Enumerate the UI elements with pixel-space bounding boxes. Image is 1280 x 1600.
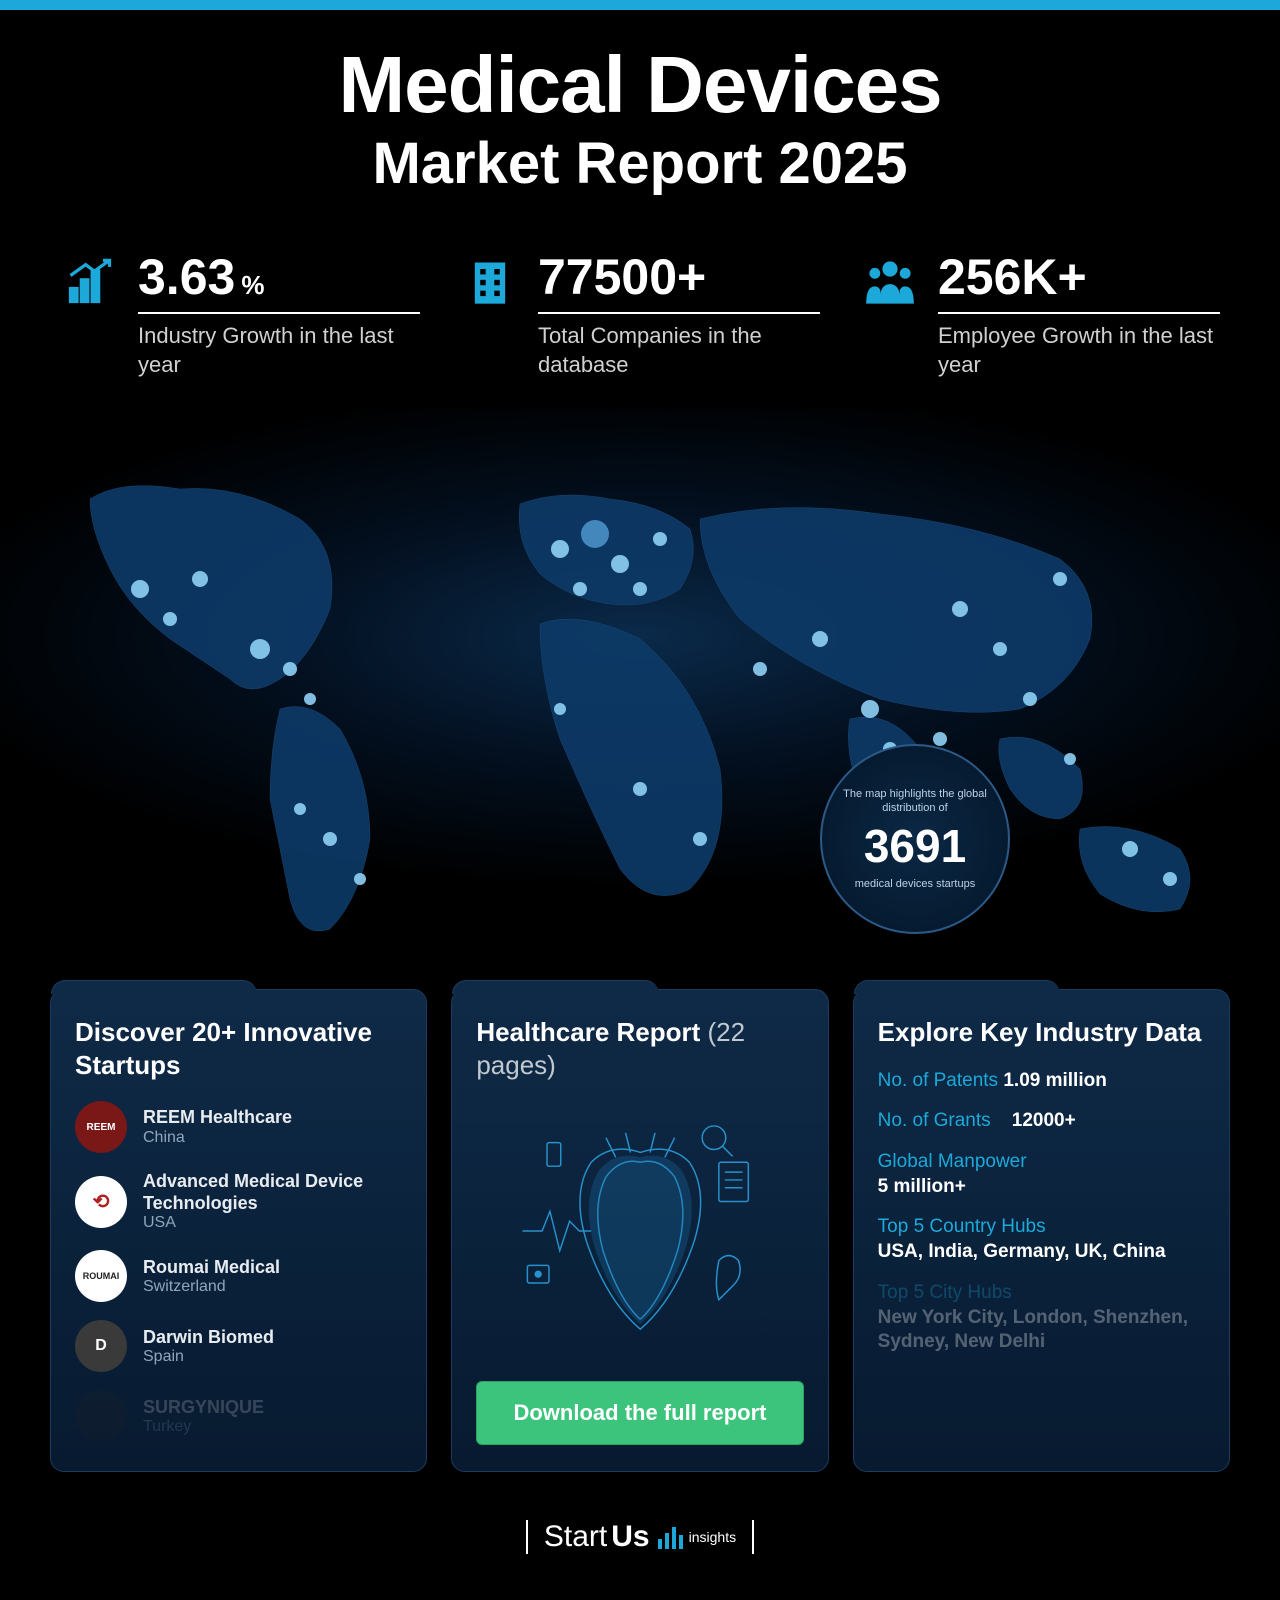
stat-total-companies: 77500+ Total Companies in the database	[460, 252, 820, 379]
data-row: No. of Patents 1.09 million	[878, 1069, 1205, 1094]
badge-top-text: The map highlights the global distributi…	[837, 787, 993, 816]
heart-illustration-icon	[476, 1101, 803, 1361]
report-title-bold: Healthcare Report	[476, 1017, 700, 1047]
data-value: 1.09 million	[1003, 1070, 1106, 1091]
startup-list: REEM REEM Healthcare China ⟲ Advanced Me…	[75, 1101, 402, 1442]
startup-location: USA	[143, 1214, 402, 1232]
data-row: Top 5 City Hubs New York City, London, S…	[878, 1281, 1205, 1355]
startup-logo-icon: ROUMAI	[75, 1250, 127, 1302]
card-title: Explore Key Industry Data	[878, 1016, 1205, 1049]
stat-label: Industry Growth in the last year	[138, 322, 420, 379]
data-value: 5 million+	[878, 1175, 1205, 1200]
brand-part2: Us	[611, 1520, 649, 1554]
startup-name: Advanced Medical Device Technologies	[143, 1171, 402, 1214]
world-map: The map highlights the global distributi…	[0, 409, 1280, 979]
cards-row: Discover 20+ Innovative Startups REEM RE…	[0, 979, 1280, 1502]
startup-location: Switzerland	[143, 1278, 402, 1296]
stat-unit: %	[241, 272, 264, 298]
stat-label: Employee Growth in the last year	[938, 322, 1220, 379]
map-count-badge: The map highlights the global distributi…	[820, 744, 1010, 934]
startup-name: SURGYNIQUE	[143, 1397, 402, 1419]
card-startups: Discover 20+ Innovative Startups REEM RE…	[50, 989, 427, 1472]
startup-location: China	[143, 1129, 402, 1147]
accent-top-bar	[0, 0, 1280, 10]
startup-item[interactable]: REEM REEM Healthcare China	[75, 1101, 402, 1153]
brand-logo: StartUs insights	[526, 1520, 754, 1554]
data-label: No. of Grants	[878, 1110, 991, 1131]
card-industry-data: Explore Key Industry Data No. of Patents…	[853, 989, 1230, 1472]
startup-item[interactable]: D Darwin Biomed Spain	[75, 1320, 402, 1372]
startup-item[interactable]: ⟲ Advanced Medical Device Technologies U…	[75, 1171, 402, 1232]
startup-item[interactable]: ROUMAI Roumai Medical Switzerland	[75, 1250, 402, 1302]
startup-name: REEM Healthcare	[143, 1107, 402, 1129]
startup-name: Darwin Biomed	[143, 1327, 402, 1349]
stat-employee-growth: 256K+ Employee Growth in the last year	[860, 252, 1220, 379]
startup-item[interactable]: SURGYNIQUE Turkey	[75, 1390, 402, 1442]
card-report: Healthcare Report (22 pages)	[451, 989, 828, 1472]
stat-value: 77500+	[538, 252, 706, 302]
data-value: New York City, London, Shenzhen, Sydney,…	[878, 1306, 1205, 1355]
stat-value: 256K+	[938, 252, 1087, 302]
startup-location: Spain	[143, 1348, 402, 1366]
people-icon	[860, 252, 920, 312]
startup-location: Turkey	[143, 1418, 402, 1436]
data-value: USA, India, Germany, UK, China	[878, 1240, 1205, 1265]
brand-part1: Start	[544, 1520, 607, 1554]
chart-up-icon	[60, 252, 120, 312]
stat-value: 3.63	[138, 252, 235, 302]
page-title: Medical Devices	[0, 45, 1280, 125]
data-label: No. of Patents	[878, 1070, 998, 1091]
data-value: 12000+	[1012, 1110, 1076, 1131]
card-title: Discover 20+ Innovative Startups	[75, 1016, 402, 1081]
stats-row: 3.63 % Industry Growth in the last year …	[0, 232, 1280, 409]
download-report-button[interactable]: Download the full report	[476, 1381, 803, 1445]
data-row: Top 5 Country Hubs USA, India, Germany, …	[878, 1215, 1205, 1264]
data-row: Global Manpower 5 million+	[878, 1150, 1205, 1199]
stat-label: Total Companies in the database	[538, 322, 820, 379]
startup-logo-icon: ⟲	[75, 1176, 127, 1228]
badge-number: 3691	[864, 819, 966, 873]
startup-logo-icon	[75, 1390, 127, 1442]
industry-data-list: No. of Patents 1.09 million No. of Grant…	[878, 1069, 1205, 1355]
data-label: Global Manpower	[878, 1150, 1205, 1175]
data-label: Top 5 City Hubs	[878, 1281, 1205, 1306]
startup-logo-icon: D	[75, 1320, 127, 1372]
data-label: Top 5 Country Hubs	[878, 1215, 1205, 1240]
map-svg	[0, 409, 1280, 979]
card-title: Healthcare Report (22 pages)	[476, 1016, 803, 1081]
data-row: No. of Grants 12000+	[878, 1109, 1205, 1134]
bars-icon	[658, 1525, 683, 1549]
stat-industry-growth: 3.63 % Industry Growth in the last year	[60, 252, 420, 379]
page-subtitle: Market Report 2025	[0, 130, 1280, 197]
badge-bottom-text: medical devices startups	[855, 877, 975, 891]
startup-name: Roumai Medical	[143, 1257, 402, 1279]
brand-sub: insights	[689, 1529, 736, 1545]
header: Medical Devices Market Report 2025	[0, 10, 1280, 232]
startup-logo-icon: REEM	[75, 1101, 127, 1153]
building-icon	[460, 252, 520, 312]
footer: StartUs insights	[0, 1502, 1280, 1572]
